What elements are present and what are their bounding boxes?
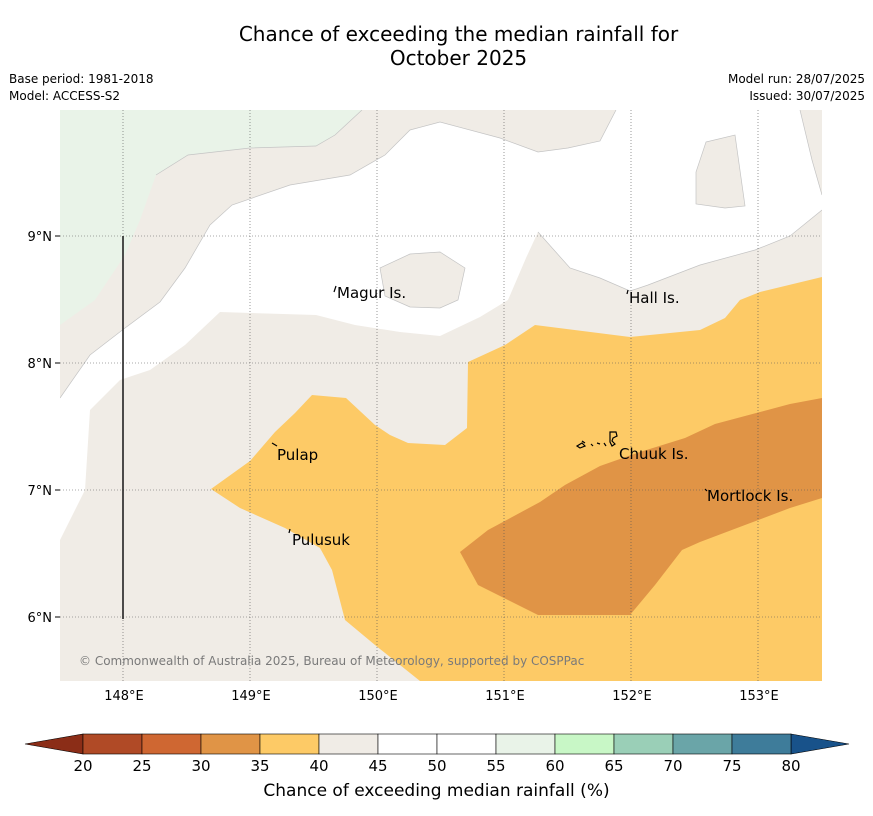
colorbar-segment (82, 733, 143, 755)
colorbar-ticks: 20 25 30 35 40 45 50 55 60 65 70 75 80 (73, 757, 800, 775)
colorbar: 20 25 30 35 40 45 50 55 60 65 70 75 80 (24, 733, 850, 775)
lon-tick-148: 148°E (104, 689, 144, 704)
label-pulap: Pulap (277, 446, 318, 464)
model-run-label: Model run: 28/07/2025 (727, 72, 865, 86)
colorbar-tick-label: 70 (663, 757, 682, 775)
colorbar-tick-label: 65 (604, 757, 623, 775)
colorbar-title: Chance of exceeding median rainfall (%) (263, 781, 610, 801)
colorbar-tick-label: 40 (309, 757, 328, 775)
colorbar-tick-label: 20 (73, 757, 92, 775)
colorbar-tick-label: 75 (722, 757, 741, 775)
lon-ticks: 148°E 149°E 150°E 151°E 152°E 153°E (104, 689, 779, 704)
region-30-35 (460, 398, 822, 615)
region-40-45-east (696, 135, 745, 208)
region-40-45-island (380, 252, 465, 308)
map-title: Chance of exceeding the median rainfall … (0, 22, 873, 70)
lat-tick-8: 8°N (28, 357, 53, 372)
label-chuuk: Chuuk Is. (619, 445, 688, 463)
colorbar-low-extend (24, 733, 84, 755)
colorbar-tick-label: 30 (191, 757, 210, 775)
label-mortlock: Mortlock Is. (707, 487, 793, 505)
colorbar-segment (377, 733, 438, 755)
region-55-60 (60, 110, 362, 325)
colorbar-tick-label: 50 (427, 757, 446, 775)
colorbar-tick-label: 35 (250, 757, 269, 775)
meta-left: Base period: 1981-2018 Model: ACCESS-S2 (9, 71, 154, 105)
credit-text: © Commonwealth of Australia 2025, Bureau… (79, 654, 584, 668)
lon-tick-150: 150°E (358, 689, 398, 704)
lon-tick-152: 152°E (612, 689, 652, 704)
colorbar-tick-label: 25 (132, 757, 151, 775)
colorbar-segment (436, 733, 497, 755)
colorbar-segment (672, 733, 733, 755)
lat-tick-6: 6°N (28, 611, 53, 626)
region-40-45-northeast (800, 110, 822, 195)
region-45-55 (60, 110, 822, 540)
colorbar-segment (731, 733, 792, 755)
contour-lines (60, 110, 822, 399)
place-labels: Magur Is. Hall Is. Pulap Chuuk Is. Mortl… (277, 284, 793, 549)
label-hall: Hall Is. (629, 289, 680, 307)
colorbar-high-extend (790, 733, 850, 755)
colorbar-tick-label: 80 (781, 757, 800, 775)
lon-tick-149: 149°E (231, 689, 271, 704)
colorbar-segment (141, 733, 202, 755)
colorbar-segment (554, 733, 615, 755)
region-35-40 (211, 277, 822, 681)
colorbar-segment (495, 733, 556, 755)
model-label: Model: ACCESS-S2 (9, 89, 121, 103)
meta-right: Model run: 28/07/2025 Issued: 30/07/2025 (728, 71, 865, 105)
lon-tick-153: 153°E (739, 689, 779, 704)
colorbar-segments (82, 733, 792, 755)
map-title-line2: October 2025 (389, 46, 528, 70)
label-pulusuk: Pulusuk (292, 531, 350, 549)
base-period-label: Base period: 1981-2018 (9, 72, 154, 86)
lat-ticks: 9°N 8°N 7°N 6°N (28, 230, 53, 626)
colorbar-segment (259, 733, 320, 755)
map-title-line1: Chance of exceeding the median rainfall … (238, 22, 679, 46)
lat-tick-9: 9°N (28, 230, 53, 245)
colorbar-segment (613, 733, 674, 755)
colorbar-tick-label: 45 (368, 757, 387, 775)
lat-tick-marks (55, 235, 60, 618)
colorbar-tick-label: 55 (486, 757, 505, 775)
colorbar-segment (318, 733, 379, 755)
colorbar-segment (200, 733, 261, 755)
island-markers (271, 285, 708, 534)
label-magur: Magur Is. (337, 284, 406, 302)
lon-tick-151: 151°E (485, 689, 525, 704)
colorbar-tick-label: 60 (545, 757, 564, 775)
issued-label: Issued: 30/07/2025 (749, 89, 865, 103)
map-body: Magur Is. Hall Is. Pulap Chuuk Is. Mortl… (60, 110, 822, 681)
lat-tick-7: 7°N (28, 484, 53, 499)
